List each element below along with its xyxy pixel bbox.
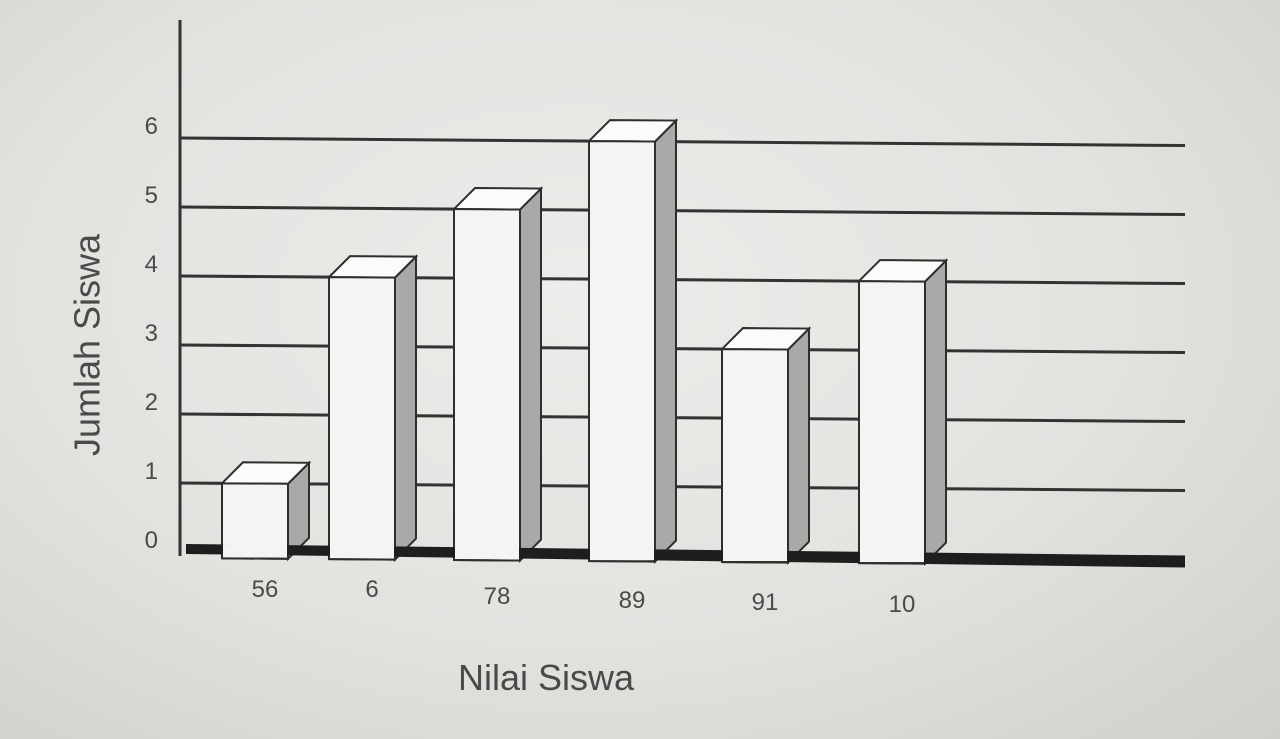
bar-side-face [654,118,677,564]
bar [719,326,812,565]
gridline [179,136,1186,148]
bar-base [223,544,287,558]
y-tick-labels: 0 1 2 3 4 5 6 [145,113,158,554]
y-tick-label: 0 [145,527,158,554]
y-tick-label: 3 [145,320,158,347]
bar-base [590,547,654,561]
x-tick-label: 10 [889,591,916,618]
x-axis-title: Nilai Siswa [458,657,635,698]
bar-side-face [924,258,947,567]
y-tick-label: 6 [145,113,158,140]
x-axis-baseline [186,544,1185,568]
bar-side-face [394,254,417,563]
bar-front-face [328,276,396,561]
x-tick-label: 78 [484,583,511,610]
baseline-floor [186,544,1185,568]
y-tick-label: 2 [145,389,158,416]
bars [219,118,949,567]
bar-front-face [453,208,521,562]
bar [586,118,679,564]
bar [326,254,419,563]
y-tick-label: 4 [145,251,158,278]
bar-base [330,545,394,559]
bar-front-face [588,140,656,563]
x-tick-label: 89 [619,587,646,614]
x-tick-label: 6 [365,576,378,603]
y-axis-title: Jumlah Siswa [67,233,108,456]
bar-front-face [858,280,926,565]
y-tick-label: 1 [145,458,158,485]
bar [451,186,544,563]
bar-front-face [721,348,789,564]
y-tick-label: 5 [145,182,158,209]
x-tick-label: 56 [252,576,279,603]
bar-base [455,546,519,560]
x-tick-labels: 56 6 78 89 91 10 [252,576,916,618]
bar [219,460,312,562]
x-tick-label: 91 [752,589,779,616]
bar-side-face [787,326,810,565]
bar [856,258,949,567]
bar-base [860,549,924,563]
bar-side-face [519,186,542,563]
bar-base [723,548,787,562]
gridline [179,205,1186,217]
